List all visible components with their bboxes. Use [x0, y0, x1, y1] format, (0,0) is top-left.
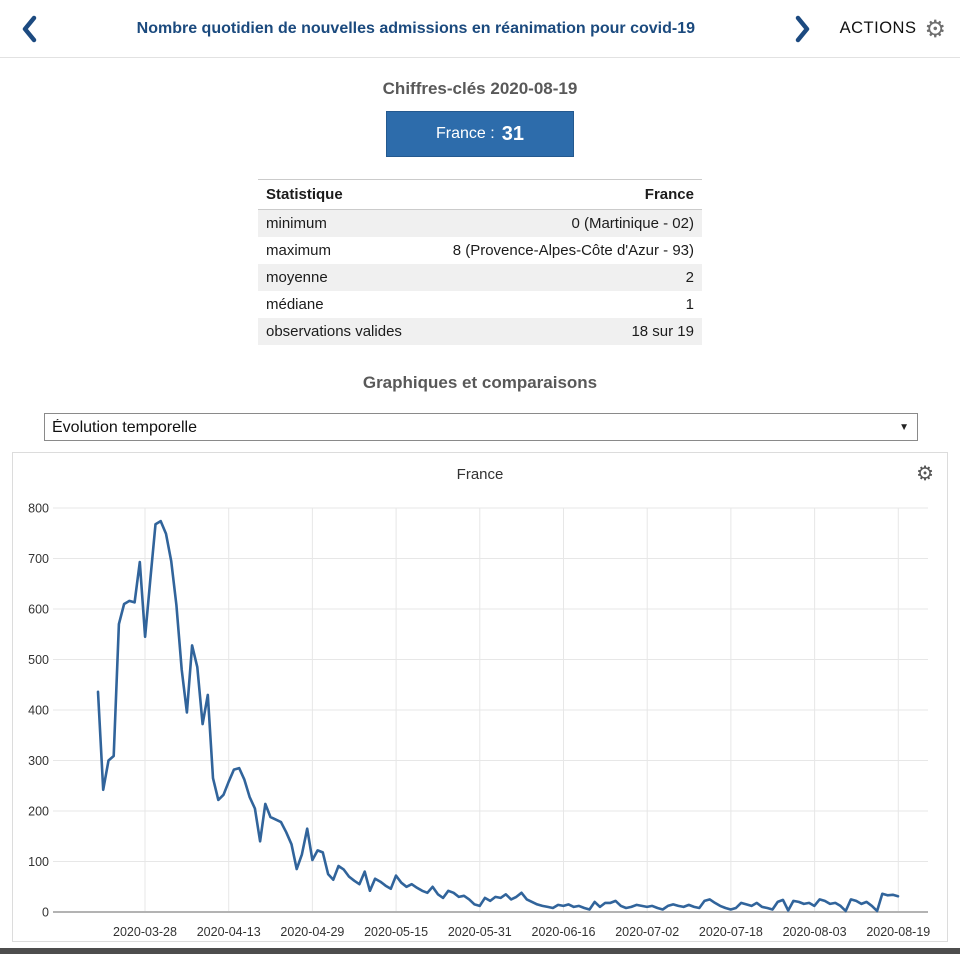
next-indicator-button[interactable]	[788, 12, 818, 46]
y-axis-tick-label: 0	[42, 906, 49, 920]
column-header-statistique: Statistique	[258, 179, 423, 210]
chart-title: France	[456, 466, 504, 483]
stat-value-cell: 1	[685, 296, 694, 313]
y-axis-tick-label: 600	[28, 603, 49, 617]
y-axis-tick-label: 400	[28, 704, 49, 718]
stat-value-cell: 0 (Martinique - 02)	[571, 215, 694, 232]
table-header-row: Statistique France	[258, 179, 702, 210]
page-title: Nombre quotidien de nouvelles admissions…	[136, 19, 695, 37]
y-axis-tick-label: 500	[28, 653, 49, 667]
x-axis-tick-label: 2020-03-28	[113, 925, 177, 939]
y-axis-tick-label: 800	[28, 502, 49, 516]
stat-value-cell: 18 sur 19	[631, 323, 694, 340]
x-axis-tick-label: 2020-05-31	[448, 925, 512, 939]
y-axis-tick-label: 100	[28, 855, 49, 869]
france-key-figure-badge: France : 31	[386, 111, 574, 157]
stat-value-cell: 8 (Provence-Alpes-Côte d'Azur - 93)	[452, 242, 694, 259]
key-figure-label: France :	[436, 125, 495, 142]
x-axis-labels: 2020-03-28 2020-04-13 2020-04-29 2020-05-15…	[113, 925, 930, 939]
table-row: médiane 1	[258, 291, 702, 318]
time-series-chart-card: France ⚙ 0 100 200 300 400 500 600 700 800 2020-0…	[12, 452, 948, 942]
key-figures-heading: Chiffres-clés 2020-08-19	[382, 79, 578, 98]
bottom-edge-strip	[0, 948, 960, 954]
graph-type-select[interactable]: Évolution temporelle	[44, 413, 918, 441]
data-series-line	[96, 519, 900, 913]
stat-label-cell: maximum	[266, 242, 332, 259]
x-axis-tick-label: 2020-07-18	[699, 925, 763, 939]
stat-label-cell: moyenne	[266, 269, 328, 286]
table-row: maximum 8 (Provence-Alpes-Côte d'Azur - 9…	[258, 237, 702, 264]
x-axis-tick-label: 2020-04-29	[280, 925, 344, 939]
x-axis-tick-label: 2020-08-19	[866, 925, 930, 939]
x-axis-tick-label: 2020-05-15	[364, 925, 428, 939]
y-axis-tick-label: 300	[28, 754, 49, 768]
graphs-section-heading: Graphiques et comparaisons	[362, 373, 598, 392]
y-axis-labels: 0 100 200 300 400 500 600 700 800	[28, 502, 49, 920]
table-row: observations valides 18 sur 19	[258, 318, 702, 345]
chart-settings-gear-icon[interactable]: ⚙	[916, 461, 934, 485]
previous-indicator-button[interactable]	[14, 12, 44, 46]
x-axis-tick-label: 2020-08-03	[783, 925, 847, 939]
table-row: minimum 0 (Martinique - 02)	[258, 209, 702, 237]
stat-label-cell: médiane	[266, 296, 324, 313]
stat-label-cell: observations valides	[266, 323, 402, 340]
actions-label: ACTIONS	[839, 19, 917, 37]
y-axis-tick-label: 700	[28, 552, 49, 566]
column-header-france: France	[422, 179, 702, 210]
x-axis-tick-label: 2020-07-02	[615, 925, 679, 939]
settings-gear-icon[interactable]: ⚙	[924, 14, 946, 43]
y-axis-tick-label: 200	[28, 805, 49, 819]
key-figure-value: 31	[501, 122, 524, 145]
top-header: Nombre quotidien de nouvelles admissions…	[0, 0, 960, 58]
table-row: moyenne 2	[258, 264, 702, 291]
x-axis-tick-label: 2020-06-16	[532, 925, 596, 939]
stat-label-cell: minimum	[266, 215, 327, 232]
stat-value-cell: 2	[685, 269, 694, 286]
actions-menu[interactable]: ACTIONS ⚙	[840, 17, 946, 41]
chevron-left-icon	[22, 15, 37, 42]
x-axis-tick-label: 2020-04-13	[197, 925, 261, 939]
graph-type-select-wrap: Évolution temporelle ▼	[44, 413, 918, 441]
statistics-table: Statistique France minimum 0 (Martinique …	[258, 179, 702, 345]
chevron-right-icon	[795, 15, 809, 42]
